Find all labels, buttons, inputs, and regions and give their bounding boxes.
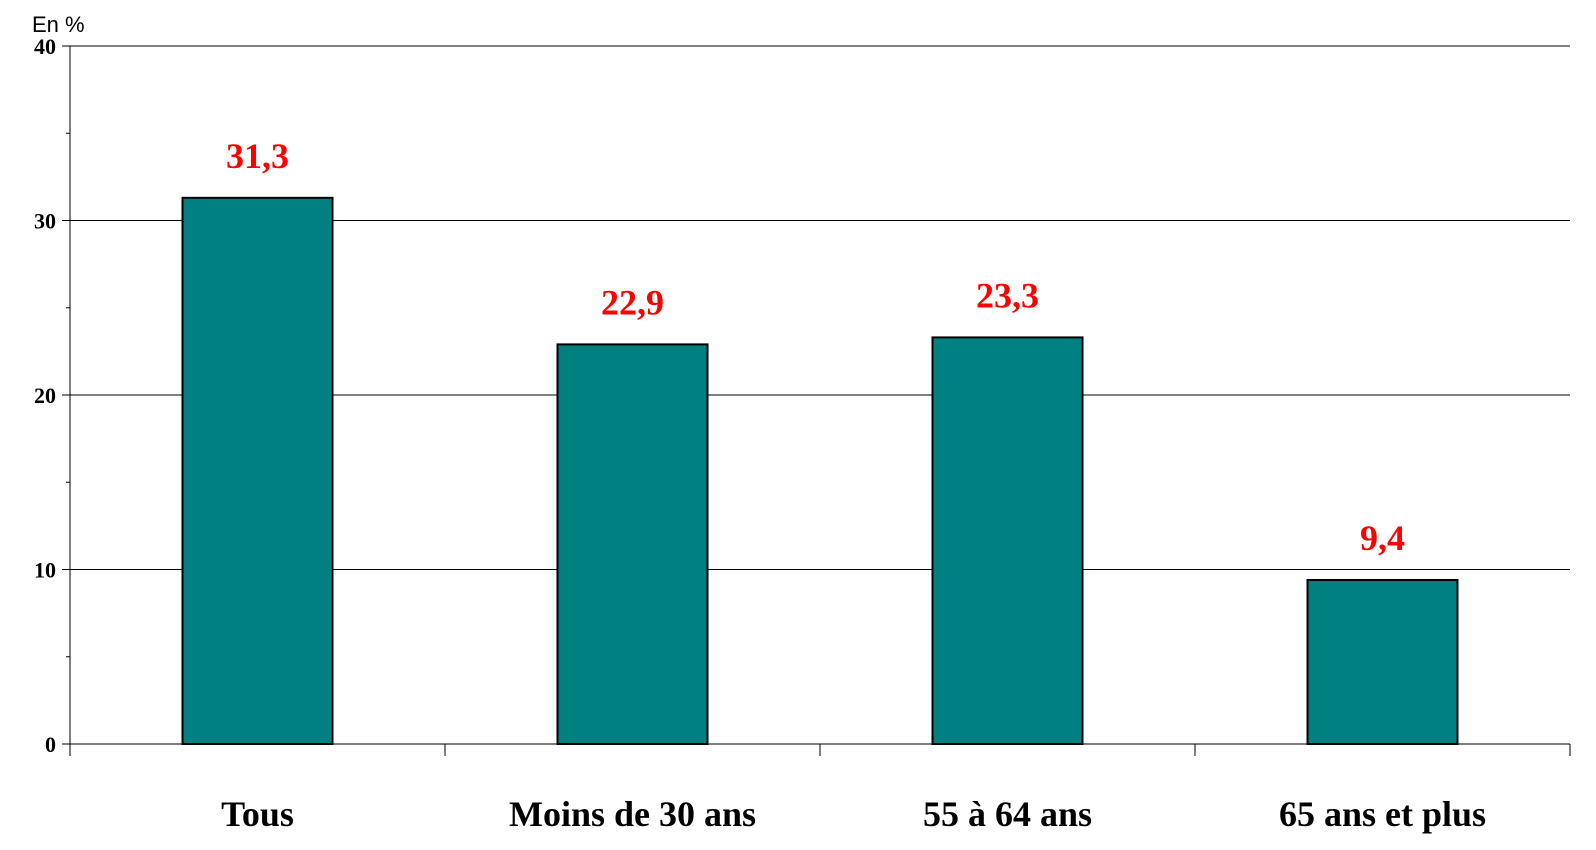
data-label: 9,4 [1360,518,1405,558]
y-tick-label: 10 [34,558,56,583]
data-label: 22,9 [601,282,664,322]
bar [556,343,709,745]
x-category-label: Tous [221,794,294,834]
y-tick-label: 30 [34,209,56,234]
y-tick-label: 40 [34,34,56,59]
bar [1306,578,1459,745]
x-category-label: 65 ans et plus [1279,794,1486,834]
x-category-label: 55 à 64 ans [923,794,1092,834]
unit-label: En % [32,12,85,37]
bar [931,336,1084,745]
data-label: 31,3 [226,136,289,176]
x-category-label: Moins de 30 ans [509,794,756,834]
data-label: 23,3 [976,275,1039,315]
y-tick-label: 20 [34,383,56,408]
y-tick-label: 0 [45,732,56,757]
bar [181,196,334,745]
